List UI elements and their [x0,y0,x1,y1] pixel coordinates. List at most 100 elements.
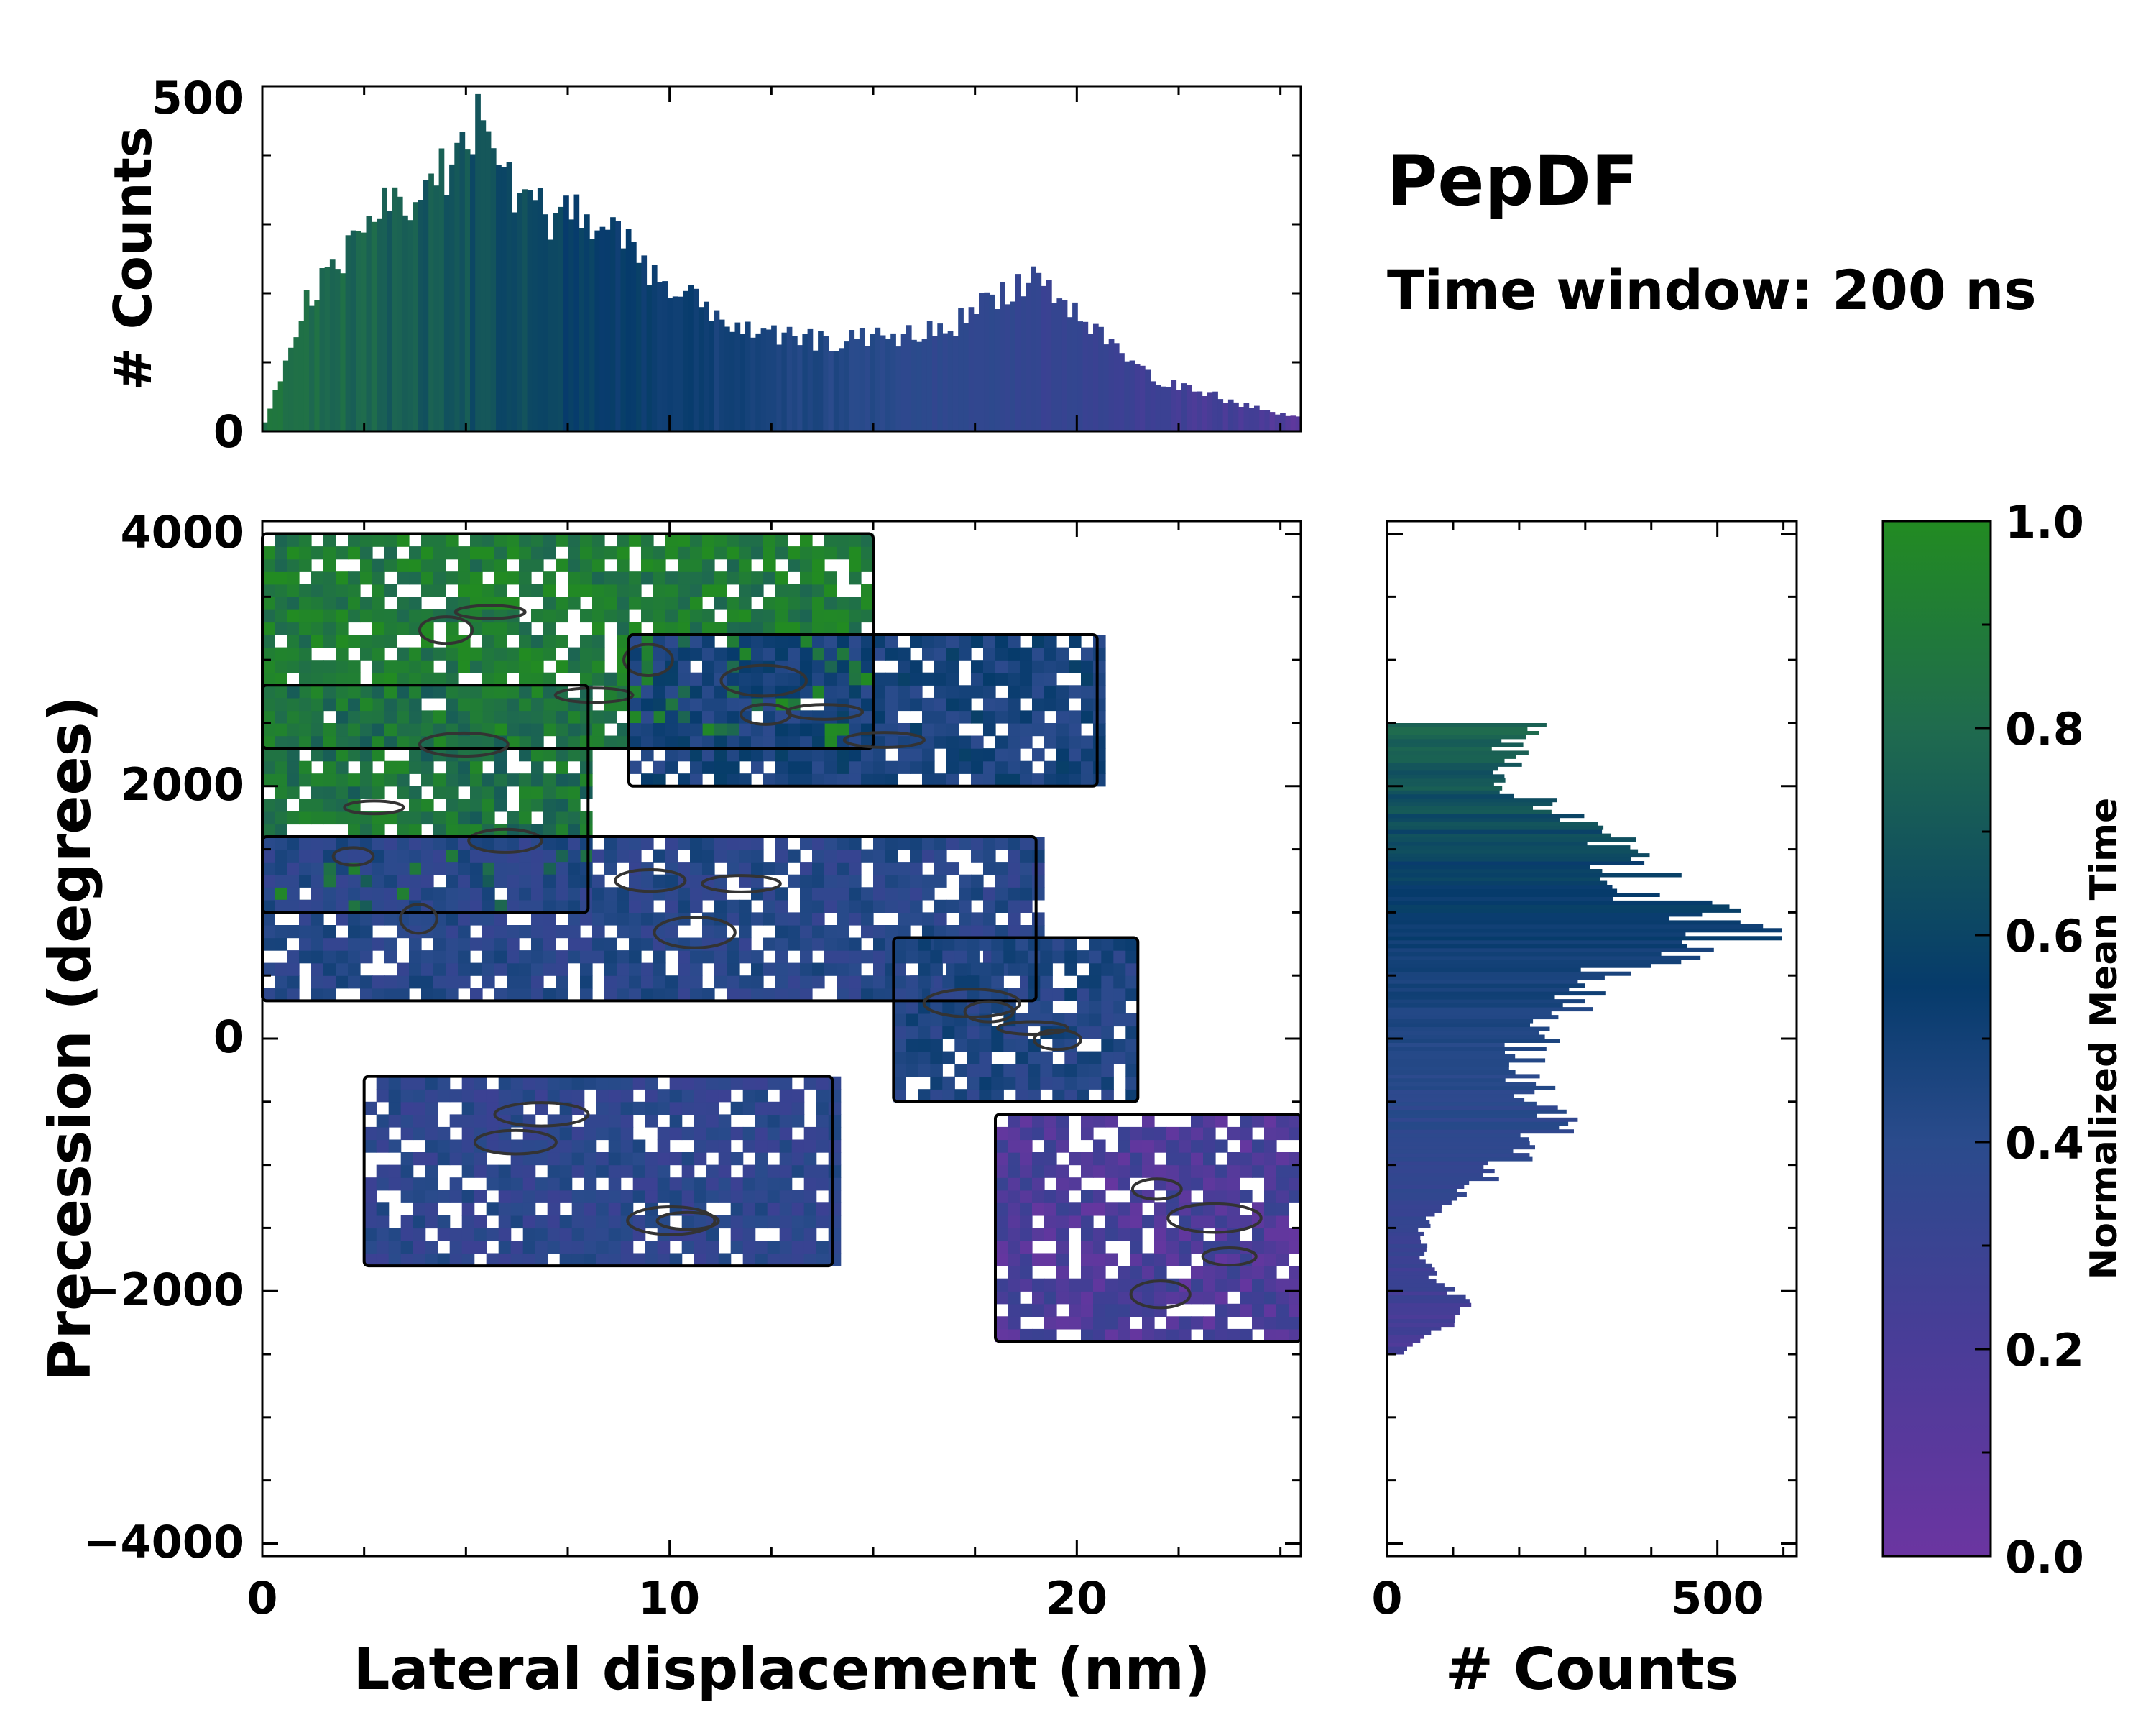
heatmap-cell [299,760,312,774]
heatmap-cell [1044,1303,1057,1317]
heatmap-cell [275,811,287,825]
heatmap-cell [1081,685,1094,699]
heatmap-cell [1252,1278,1265,1292]
heatmap-cell [922,635,935,648]
heatmap-cell [409,710,422,724]
heatmap-cell [376,1177,390,1191]
heatmap-cell [714,533,727,547]
heatmap-cell [995,748,1008,762]
right-histogram-bar [1387,939,1682,944]
heatmap-cell [922,887,935,901]
heatmap-cell [727,912,740,926]
heatmap-cell [1015,950,1028,964]
heatmap-cell [1125,1039,1138,1052]
right-histogram-bar [1387,825,1604,830]
heatmap-cell [535,1177,548,1191]
top-histogram-bar [641,255,648,431]
heatmap-cell [702,546,715,560]
heatmap-cell [1215,1291,1228,1305]
heatmap-cell [816,1202,829,1216]
heatmap-cell [522,1139,536,1153]
top-histogram-bar [812,350,819,431]
right-histogram-bar [1387,908,1741,913]
heatmap-cell [739,647,752,661]
heatmap-cell [702,697,715,712]
heatmap-cell [482,799,495,812]
heatmap-cell [775,672,788,686]
heatmap-cell [1064,950,1077,964]
heatmap-cell [812,773,825,787]
heatmap-cell [742,1190,756,1203]
heatmap-cell [1044,635,1057,648]
top-histogram-bar [568,219,574,431]
heatmap-cell [470,609,483,623]
top-histogram-bar [454,142,460,432]
top-histogram-bar [750,337,756,431]
top-histogram-bar [1140,365,1146,431]
heatmap-cell [568,837,581,850]
heatmap-cell [991,937,1004,951]
heatmap-cell [1130,1228,1143,1241]
heatmap-cell [1289,1328,1302,1343]
heatmap-cell [803,1215,817,1229]
heatmap-cell [336,937,349,951]
heatmap-cell [861,887,874,901]
heatmap-cell [568,723,581,737]
heatmap-cell [629,912,642,926]
right-histogram-bar [1387,786,1503,791]
heatmap-cell [311,837,324,850]
heatmap-cell [494,647,507,661]
heatmap-cell [645,1215,658,1229]
heatmap-cell [1289,1190,1302,1203]
heatmap-cell [942,1026,955,1039]
heatmap-cell [942,1000,955,1014]
heatmap-cell [571,1202,585,1216]
top-histogram-bar [532,200,538,431]
heatmap-cell [824,950,837,964]
heatmap-cell [360,697,373,712]
heatmap-cell [1227,1190,1240,1203]
right-histogram-bar [1387,896,1613,901]
density-contour [418,731,510,758]
right-histogram-bar [1387,880,1608,886]
heatmap-cell [755,1202,768,1216]
heatmap-cell [568,937,581,951]
heatmap-cell [348,546,361,560]
heatmap-cell [360,874,373,888]
heatmap-cell [861,899,874,913]
heatmap-cell [604,609,617,623]
heatmap-cell [641,925,654,939]
heatmap-cell [388,1089,402,1103]
top-histogram: 500 0 # Counts [103,72,1302,458]
heatmap-cell [849,950,862,964]
heatmap-cell [494,862,507,875]
heatmap-cell [824,962,837,976]
heatmap-cell [791,1139,805,1153]
right-histogram-bar [1387,952,1662,957]
heatmap-cell [751,546,764,560]
heatmap-cell [1008,1328,1021,1343]
heatmap-cell [425,1177,438,1191]
heatmap-cell [727,862,740,875]
heatmap-cell [1028,962,1041,976]
heatmap-cell [571,1253,585,1266]
heatmap-cell [397,533,410,547]
heatmap-cell [372,988,385,1001]
heatmap-cell [665,837,678,850]
heatmap-cell [1154,1266,1167,1279]
heatmap-cell [861,849,874,862]
heatmap-cell [629,571,642,585]
heatmap-cell [1032,1190,1045,1203]
heatmap-cell [287,660,300,673]
heatmap-cell [629,988,642,1001]
heatmap-cell [755,1089,768,1103]
heatmap-cell [1044,672,1057,686]
heatmap-cell [657,1139,671,1153]
heatmap-cell [755,1076,768,1090]
heatmap-cell [556,597,568,610]
heatmap-cell [1191,1126,1204,1141]
heatmap-cell [714,899,727,913]
heatmap-cell [556,773,568,787]
heatmap-cell [1289,1278,1302,1292]
heatmap-cell [1252,1303,1265,1317]
